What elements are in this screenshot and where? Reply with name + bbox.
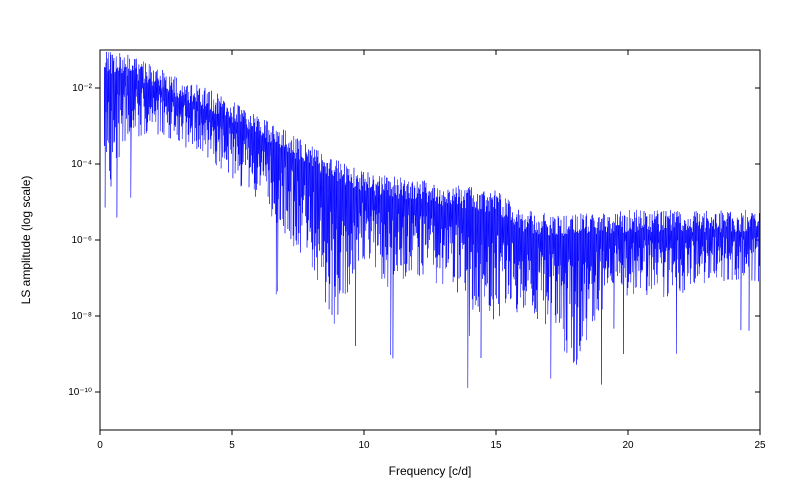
x-axis-label: Frequency [c/d] xyxy=(389,464,472,478)
y-tick-label: 10⁻⁶ xyxy=(71,235,92,246)
y-tick-label: 10⁻⁸ xyxy=(71,311,92,322)
chart-svg: 0 5 10 15 20 25 10⁻¹⁰ 10⁻⁸ 10⁻⁶ 10⁻⁴ 10⁻² Frequency… xyxy=(0,0,800,500)
x-tick-label: 10 xyxy=(358,440,370,451)
x-tick-label: 15 xyxy=(490,440,502,451)
x-tick-label: 25 xyxy=(754,440,766,451)
x-tick-label: 20 xyxy=(622,440,634,451)
y-axis-label: LS amplitude (log scale) xyxy=(19,176,33,305)
x-tick-label: 0 xyxy=(97,440,103,451)
periodogram-chart: 0 5 10 15 20 25 10⁻¹⁰ 10⁻⁸ 10⁻⁶ 10⁻⁴ 10⁻² Frequency… xyxy=(0,0,800,500)
y-tick-label: 10⁻⁴ xyxy=(71,159,92,170)
x-tick-label: 5 xyxy=(229,440,235,451)
y-tick-label: 10⁻¹⁰ xyxy=(68,387,92,398)
y-tick-label: 10⁻² xyxy=(72,83,92,94)
